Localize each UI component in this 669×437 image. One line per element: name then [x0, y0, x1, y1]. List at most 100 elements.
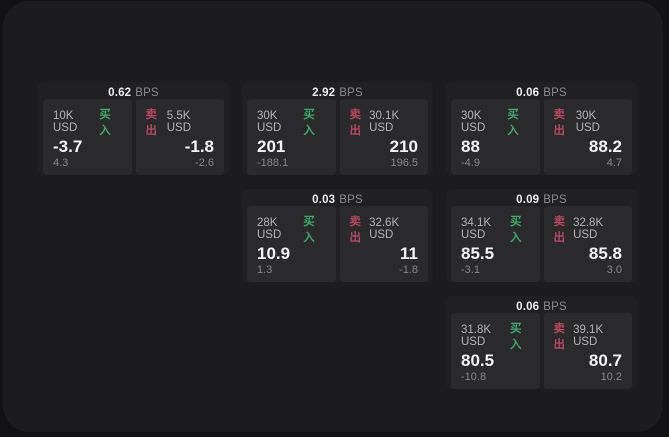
sell-panel[interactable]: 卖出 5.5K USD -1.8 -2.6: [135, 99, 224, 175]
sell-notional-label: 32.6K USD: [369, 217, 400, 241]
bps-value: 0.06: [516, 87, 540, 99]
buy-notional-label: 30K USD: [257, 110, 282, 134]
main-panel: 0.62 BPS 10K USD 买入 -3.7 4.3 卖出 5.5K USD…: [3, 1, 663, 432]
bps-unit-label: BPS: [135, 87, 159, 99]
buy-sub-value: -3.1: [461, 263, 480, 276]
quote-card: 0.62 BPS 10K USD 买入 -3.7 4.3 卖出 5.5K USD…: [38, 82, 229, 175]
sell-sub-value: 196.5: [390, 156, 418, 169]
buy-panel-top: 30K USD 买入: [461, 106, 530, 138]
sell-sub-value: 3.0: [606, 263, 622, 276]
card-body: 30K USD 买入 201 -188.1 卖出 30.1K USD 210 1…: [247, 99, 428, 175]
buy-notional-label: 10K USD: [53, 110, 78, 134]
buy-panel[interactable]: 31.8K USD 买入 80.5 -10.8: [451, 313, 540, 389]
sell-notional-label: 5.5K USD: [166, 110, 192, 134]
quote-card: 2.92 BPS 30K USD 买入 201 -188.1 卖出 30.1K …: [242, 82, 433, 175]
card-body: 34.1K USD 买入 85.5 -3.1 卖出 32.8K USD 85.8…: [451, 206, 632, 282]
buy-tag-label: 买入: [303, 109, 315, 137]
sell-sub-value: 4.7: [606, 156, 622, 169]
card-bps-header: 0.03 BPS: [247, 194, 428, 206]
sell-rate-value: 210: [389, 137, 418, 156]
bps-unit-label: BPS: [339, 87, 363, 99]
card-bps-header: 0.06 BPS: [451, 87, 632, 99]
sell-notional-label: 30.1K USD: [369, 110, 400, 134]
buy-sub-value: 1.3: [257, 263, 273, 276]
buy-tag-label: 买入: [507, 109, 519, 137]
buy-panel[interactable]: 30K USD 买入 201 -188.1: [247, 99, 336, 175]
buy-panel-top: 10K USD 买入: [53, 106, 122, 138]
sell-notional-label: 30K USD: [575, 110, 600, 134]
buy-notional-label: 30K USD: [461, 110, 486, 134]
sell-notional-label: 39.1K USD: [573, 324, 604, 348]
sell-rate-value: 85.8: [588, 244, 622, 263]
sell-notional-label: 32.8K USD: [573, 217, 604, 241]
card-bps-header: 0.62 BPS: [43, 87, 224, 99]
bps-unit-label: BPS: [339, 194, 363, 206]
sell-tag-label: 卖出: [349, 109, 362, 137]
sell-tag-label: 卖出: [553, 323, 566, 351]
buy-panel-top: 31.8K USD 买入: [461, 320, 530, 352]
sell-rate-value: 80.7: [588, 351, 622, 370]
buy-panel[interactable]: 30K USD 买入 88 -4.9: [451, 99, 540, 175]
buy-notional-label: 28K USD: [257, 217, 282, 241]
cards-grid: 0.62 BPS 10K USD 买入 -3.7 4.3 卖出 5.5K USD…: [38, 82, 637, 389]
card-body: 28K USD 买入 10.9 1.3 卖出 32.6K USD 11 -1.8: [247, 206, 428, 282]
sell-panel[interactable]: 卖出 32.8K USD 85.8 3.0: [543, 206, 632, 282]
buy-sub-value: 4.3: [53, 156, 69, 169]
sell-rate-value: 88.2: [588, 137, 622, 156]
sell-panel-top: 卖出 30K USD: [554, 106, 623, 138]
sell-panel-top: 卖出 5.5K USD: [146, 106, 215, 138]
buy-rate-value: 88: [461, 137, 480, 156]
buy-sub-value: -188.1: [257, 156, 289, 169]
card-body: 10K USD 买入 -3.7 4.3 卖出 5.5K USD -1.8 -2.…: [43, 99, 224, 175]
buy-panel-top: 28K USD 买入: [257, 213, 326, 245]
buy-notional-label: 34.1K USD: [461, 217, 492, 241]
sell-rate-value: 11: [400, 244, 418, 263]
sell-panel[interactable]: 卖出 39.1K USD 80.7 10.2: [543, 313, 632, 389]
quote-card: 0.09 BPS 34.1K USD 买入 85.5 -3.1 卖出 32.8K…: [446, 189, 637, 282]
buy-rate-value: 85.5: [461, 244, 495, 263]
buy-rate-value: 201: [257, 137, 286, 156]
buy-sub-value: -10.8: [461, 370, 487, 383]
buy-rate-value: 80.5: [461, 351, 495, 370]
sell-panel[interactable]: 卖出 30.1K USD 210 196.5: [339, 99, 428, 175]
card-body: 30K USD 买入 88 -4.9 卖出 30K USD 88.2 4.7: [451, 99, 632, 175]
bps-value: 0.03: [312, 194, 336, 206]
bps-value: 0.09: [516, 194, 540, 206]
card-bps-header: 2.92 BPS: [247, 87, 428, 99]
buy-notional-label: 31.8K USD: [461, 324, 492, 348]
buy-panel[interactable]: 34.1K USD 买入 85.5 -3.1: [451, 206, 540, 282]
buy-tag-label: 买入: [303, 216, 315, 244]
bps-value: 2.92: [312, 87, 336, 99]
bps-value: 0.62: [108, 87, 132, 99]
quote-card: 0.06 BPS 30K USD 买入 88 -4.9 卖出 30K USD 8…: [446, 82, 637, 175]
card-bps-header: 0.06 BPS: [451, 301, 632, 313]
buy-tag-label: 买入: [509, 216, 522, 244]
sell-panel[interactable]: 卖出 32.6K USD 11 -1.8: [339, 206, 428, 282]
quote-card: 0.06 BPS 31.8K USD 买入 80.5 -10.8 卖出 39.1…: [446, 296, 637, 389]
buy-rate-value: 10.9: [257, 244, 291, 263]
sell-panel[interactable]: 卖出 30K USD 88.2 4.7: [543, 99, 632, 175]
sell-sub-value: 10.2: [600, 370, 622, 383]
sell-tag-label: 卖出: [349, 216, 362, 244]
bps-unit-label: BPS: [543, 301, 567, 313]
buy-tag-label: 买入: [509, 323, 522, 351]
sell-tag-label: 卖出: [553, 109, 566, 137]
sell-panel-top: 卖出 32.8K USD: [554, 213, 623, 245]
buy-panel-top: 34.1K USD 买入: [461, 213, 530, 245]
quote-card: 0.03 BPS 28K USD 买入 10.9 1.3 卖出 32.6K US…: [242, 189, 433, 282]
sell-tag-label: 卖出: [553, 216, 566, 244]
card-bps-header: 0.09 BPS: [451, 194, 632, 206]
buy-panel[interactable]: 10K USD 买入 -3.7 4.3: [43, 99, 132, 175]
sell-panel-top: 卖出 39.1K USD: [554, 320, 623, 352]
buy-panel[interactable]: 28K USD 买入 10.9 1.3: [247, 206, 336, 282]
sell-sub-value: -2.6: [195, 156, 214, 169]
bps-unit-label: BPS: [543, 194, 567, 206]
bps-unit-label: BPS: [543, 87, 567, 99]
sell-panel-top: 卖出 30.1K USD: [350, 106, 419, 138]
buy-rate-value: -3.7: [53, 137, 83, 156]
buy-panel-top: 30K USD 买入: [257, 106, 326, 138]
buy-tag-label: 买入: [99, 109, 111, 137]
bps-value: 0.06: [516, 301, 540, 313]
card-body: 31.8K USD 买入 80.5 -10.8 卖出 39.1K USD 80.…: [451, 313, 632, 389]
